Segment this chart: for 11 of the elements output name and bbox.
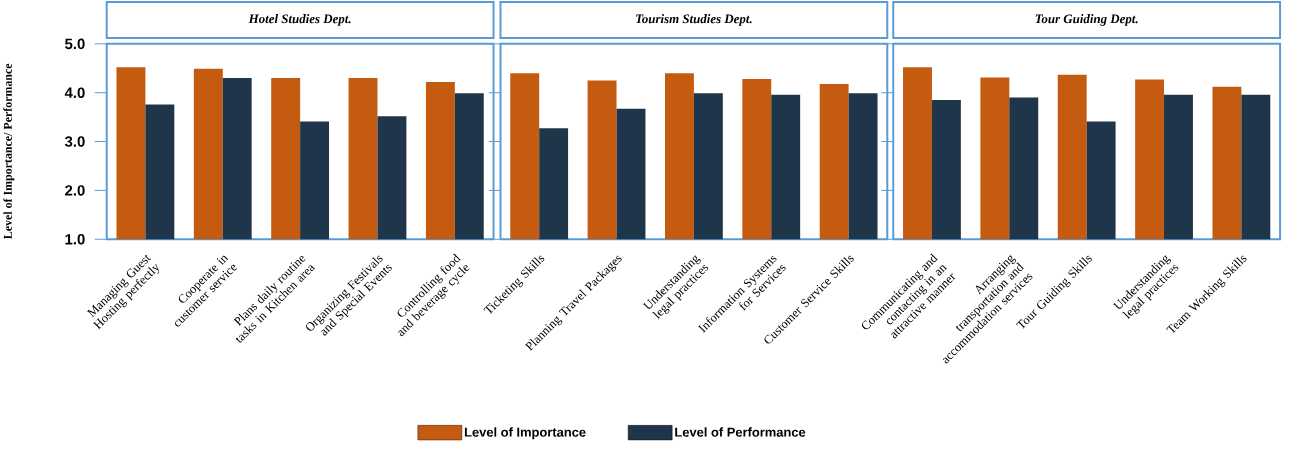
y-axis-title: Level of Importance/ Performance bbox=[3, 63, 15, 240]
y-tick-label: 1.0 bbox=[65, 234, 85, 245]
chart-title: Tourism Studies Dept. bbox=[636, 14, 752, 27]
y-tick-label: 2.0 bbox=[65, 185, 85, 196]
chart-title: Tour Guiding Dept. bbox=[1035, 14, 1138, 27]
legend-label: Level of Importance bbox=[464, 427, 586, 440]
y-tick-label: 4.0 bbox=[64, 87, 85, 99]
chart-title: Hotel Studies Dept. bbox=[248, 14, 351, 27]
y-tick-label: 3.0 bbox=[64, 136, 85, 148]
y-tick-label: 5.0 bbox=[65, 38, 85, 50]
legend-label: Level of Performance bbox=[675, 427, 806, 437]
